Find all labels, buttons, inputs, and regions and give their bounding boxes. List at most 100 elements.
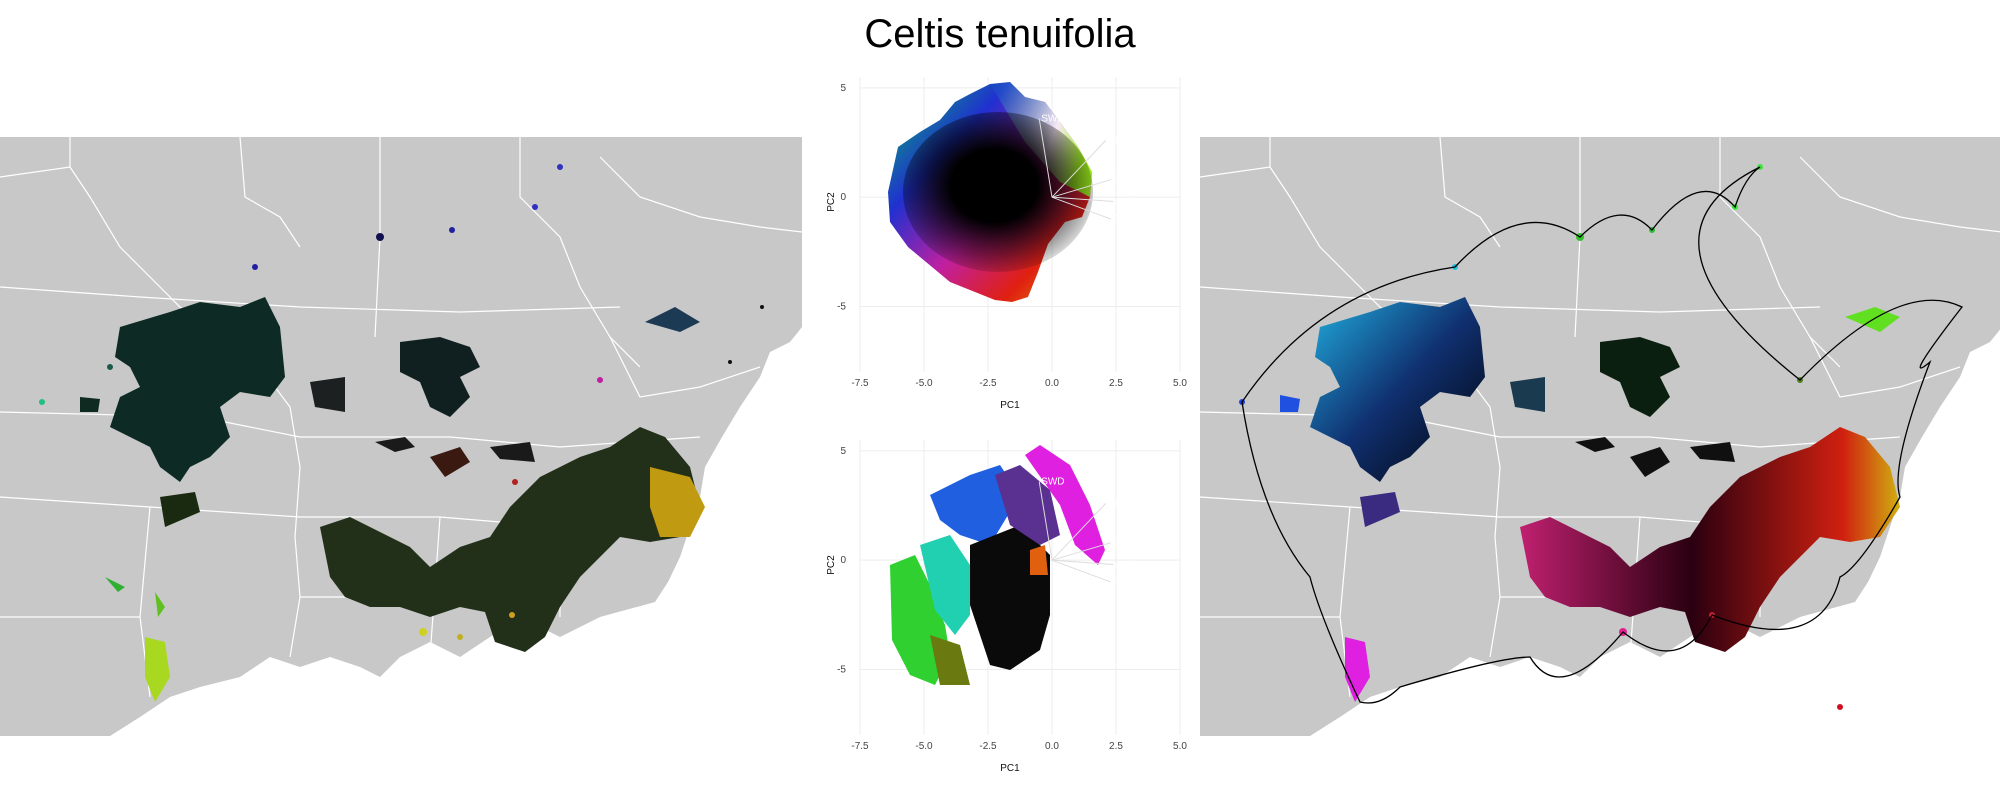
range-patch: [1310, 297, 1485, 482]
loading-vectors: [1038, 118, 1114, 220]
y-axis-title: PC2: [826, 555, 837, 575]
x-ticks: -7.5 -5.0 -2.5 0.0 2.5 5.0: [851, 378, 1187, 389]
right-range-map: [1200, 137, 2000, 736]
point-cloud-cluster: [995, 465, 1060, 545]
range-patch: [728, 360, 732, 364]
range-patch: [490, 442, 535, 462]
pca-plot-bottom: SWD JJA DJF ABT PPT -7.5 -5.0 -2.5 0.0 2.5 5.0 5 0…: [826, 440, 1187, 774]
vector-label: ABT: [1115, 197, 1134, 208]
range-patch: [532, 204, 538, 210]
loading-vector-abt: [1051, 559, 1114, 566]
range-patch: [80, 397, 100, 412]
range-patch: [1837, 704, 1843, 710]
range-patch: [1690, 442, 1735, 462]
pca-plot-top: SWD JJA DJF ABT PPT -7.5 -5.0 -2.5 0.0 2.5 5.0 5 0…: [826, 77, 1187, 411]
range-patch: [1630, 447, 1670, 477]
x-tick-label: 5.0: [1173, 378, 1187, 389]
vector-label: JJA: [1108, 498, 1125, 509]
x-tick-label: -7.5: [851, 741, 869, 752]
range-patch: [320, 427, 700, 652]
vector-label: SWD: [1041, 477, 1064, 488]
range-patch: [597, 377, 603, 383]
vector-label: SWD: [1041, 114, 1064, 125]
loading-vector-djf: [1051, 179, 1112, 198]
vector-labels: SWD JJA DJF ABT PPT: [1041, 477, 1135, 589]
range-patch: [1280, 395, 1300, 412]
y-ticks: 5 0 -5: [837, 446, 846, 676]
range-patch: [645, 307, 700, 332]
loading-vectors: [1038, 481, 1114, 583]
point-cloud-cluster: [1025, 445, 1105, 565]
vector-label: JJA: [1108, 135, 1125, 146]
x-axis-title: PC1: [1000, 400, 1020, 411]
pca-cloud: [888, 82, 1093, 302]
x-tick-label: 2.5: [1109, 378, 1123, 389]
x-tick-label: -5.0: [915, 741, 933, 752]
vector-labels: SWD JJA DJF ABT PPT: [1041, 114, 1135, 226]
loading-vector-ppt: [1051, 196, 1112, 220]
range-patch: [252, 264, 258, 270]
range-patch: [375, 437, 415, 452]
y-axis-title: PC2: [826, 192, 837, 212]
y-tick-label: 0: [840, 555, 846, 566]
range-patch: [1345, 637, 1370, 702]
x-tick-label: 5.0: [1173, 741, 1187, 752]
y-tick-label: 5: [840, 83, 846, 94]
loading-vector-swd: [1038, 118, 1053, 198]
range-patches: [39, 164, 764, 702]
range-patch: [39, 399, 45, 405]
range-patch: [1360, 492, 1400, 527]
y-tick-label: 0: [840, 192, 846, 203]
vector-label: DJF: [1113, 538, 1131, 549]
point-cloud-cluster: [930, 465, 1020, 545]
range-patch: [650, 467, 705, 537]
range-patch: [155, 592, 165, 617]
x-tick-label: 2.5: [1109, 741, 1123, 752]
range-patch: [509, 612, 515, 618]
loading-vector-jja: [1051, 140, 1107, 198]
point-cloud-cluster: [920, 535, 970, 635]
loading-vector-swd: [1038, 481, 1053, 561]
x-axis-title: PC1: [1000, 763, 1020, 774]
y-tick-label: 5: [840, 446, 846, 457]
range-patch: [430, 447, 470, 477]
range-patch: [110, 297, 285, 482]
left-range-map: [0, 137, 802, 736]
loading-vector-jja: [1051, 503, 1107, 561]
loading-vector-abt: [1051, 196, 1114, 203]
range-patch: [400, 337, 480, 417]
range-patch: [419, 628, 427, 636]
x-tick-label: -5.0: [915, 378, 933, 389]
x-tick-label: 0.0: [1045, 741, 1059, 752]
convex-hull-outline: [1241, 166, 1964, 704]
range-patch: [1600, 337, 1680, 417]
range-patch: [105, 577, 125, 592]
loading-vector-djf: [1051, 542, 1112, 561]
vector-label: PPT: [1113, 214, 1132, 225]
range-patch: [145, 637, 170, 702]
range-patch: [449, 227, 455, 233]
range-patch: [1510, 377, 1545, 412]
y-ticks: 5 0 -5: [837, 83, 846, 313]
range-patch: [512, 479, 518, 485]
y-tick-label: -5: [837, 664, 846, 675]
range-patch: [310, 377, 345, 412]
range-patch: [557, 164, 563, 170]
point-cloud-cluster: [1030, 545, 1048, 575]
range-patch: [1575, 437, 1615, 452]
range-patches: [1239, 164, 1900, 710]
range-patch: [457, 634, 463, 640]
figure-title: Celtis tenuifolia: [864, 12, 1136, 56]
point-cloud-cluster: [930, 635, 970, 685]
vector-label: DJF: [1113, 175, 1131, 186]
pca-cloud: [890, 445, 1105, 685]
x-tick-label: 0.0: [1045, 378, 1059, 389]
x-ticks: -7.5 -5.0 -2.5 0.0 2.5 5.0: [851, 741, 1187, 752]
range-patch: [1520, 427, 1900, 652]
x-tick-label: -2.5: [979, 741, 997, 752]
y-tick-label: -5: [837, 301, 846, 312]
vector-label: ABT: [1115, 560, 1134, 571]
range-patch: [760, 305, 764, 309]
range-patch: [107, 364, 113, 370]
loading-vector-ppt: [1051, 559, 1112, 583]
